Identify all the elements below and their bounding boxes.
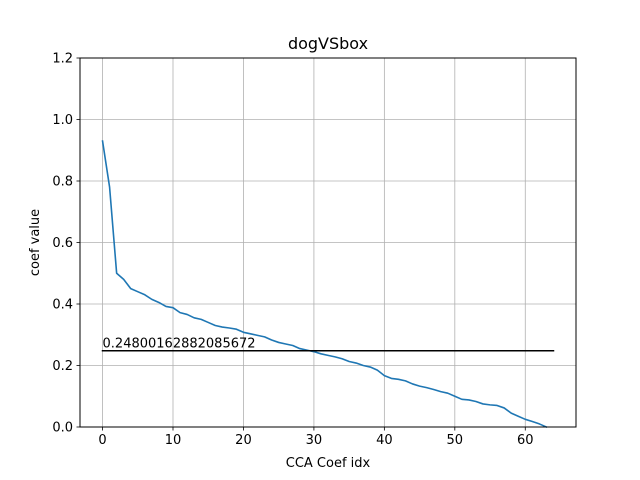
- y-tick-label: 0.2: [52, 359, 73, 374]
- chart-title: dogVSbox: [288, 34, 368, 53]
- y-axis-label: coef value: [28, 209, 43, 276]
- y-tick-label: 0.8: [52, 175, 73, 190]
- y-tick-label: 1.0: [52, 113, 73, 128]
- x-tick-label: 60: [517, 433, 534, 448]
- x-tick-label: 40: [376, 433, 393, 448]
- y-tick-label: 1.2: [52, 52, 73, 67]
- x-axis-label: CCA Coef idx: [286, 456, 371, 471]
- x-tick-label: 50: [447, 433, 464, 448]
- grid: [80, 57, 576, 428]
- x-ticks: 0 10 20 30 40 50 60: [98, 427, 534, 448]
- series-layer: [101, 140, 555, 429]
- coef-series-line: [101, 140, 548, 429]
- y-tick-label: 0.4: [52, 298, 73, 313]
- x-tick-label: 0: [98, 433, 106, 448]
- y-tick-label: 0.6: [52, 236, 73, 251]
- mean-annotation: 0.24800162882085672: [103, 337, 256, 352]
- y-tick-label: 0.0: [52, 421, 73, 436]
- x-tick-label: 20: [235, 433, 252, 448]
- annotation-layer: 0.24800162882085672: [103, 337, 256, 352]
- x-tick-label: 10: [165, 433, 182, 448]
- y-ticks: 0.0 0.2 0.4 0.6 0.8 1.0 1.2: [52, 52, 80, 436]
- x-tick-label: 30: [306, 433, 323, 448]
